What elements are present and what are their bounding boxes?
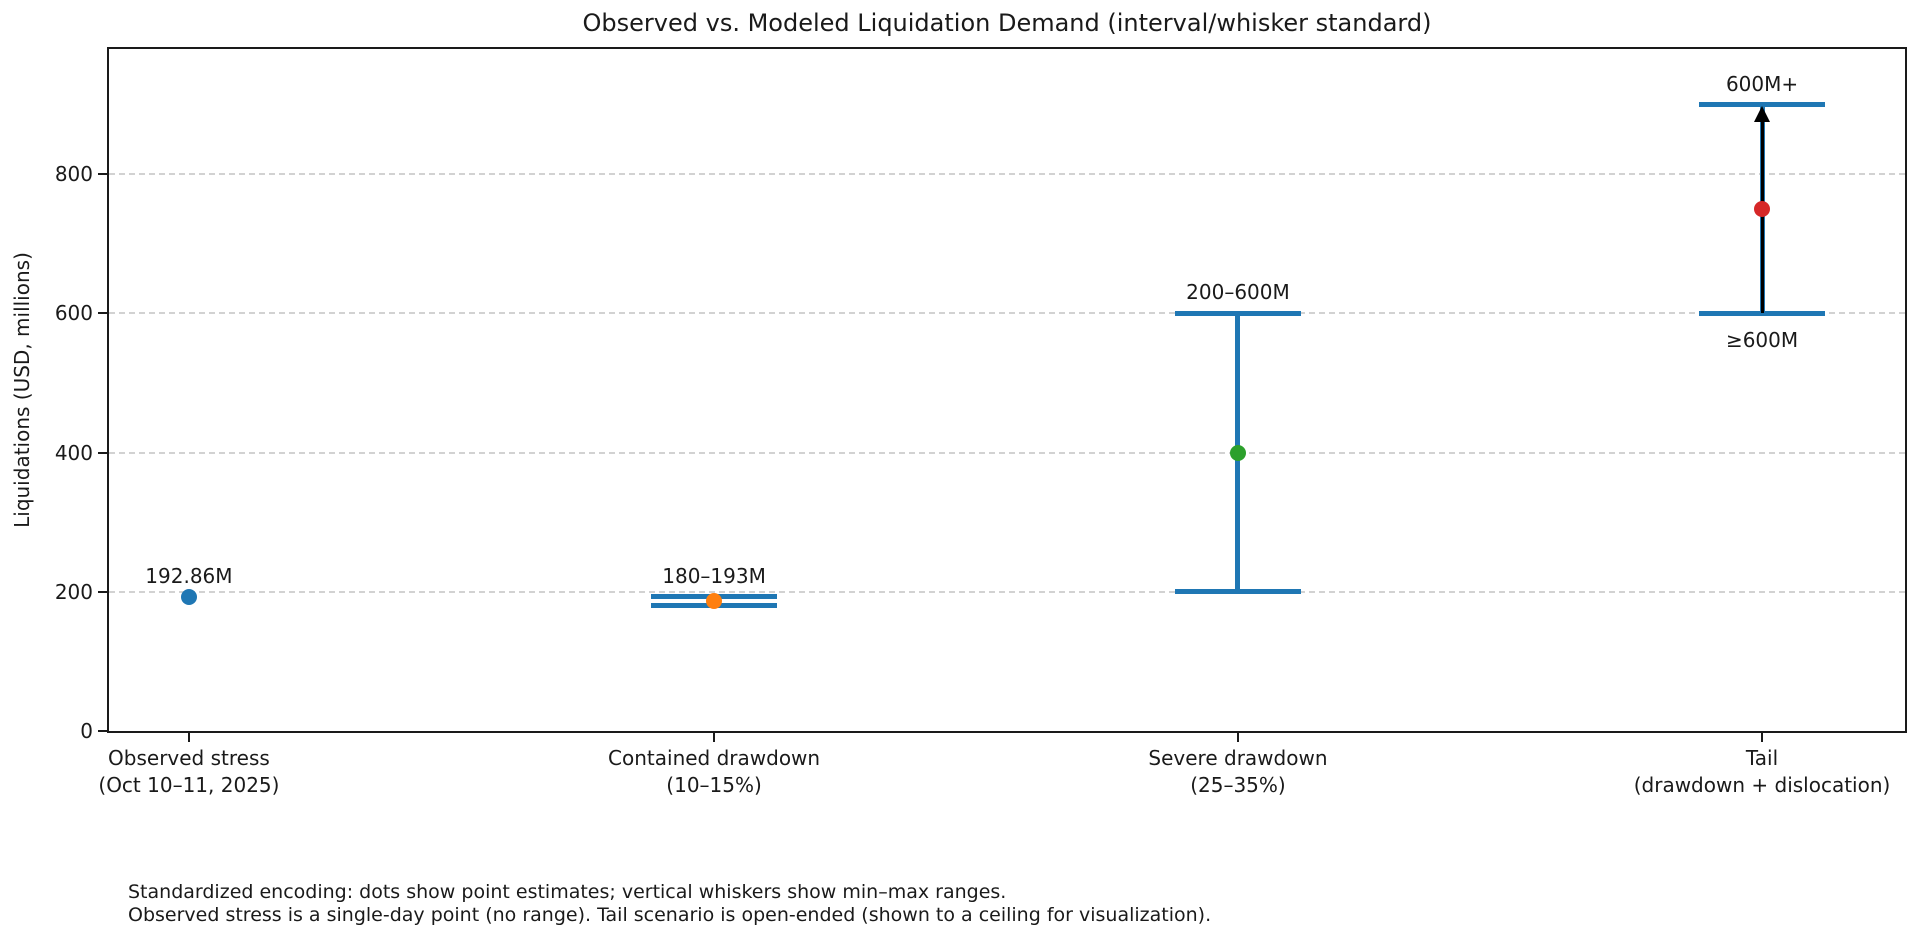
y-tick-label: 800 [54,162,93,187]
annotation-below-label: ≥600M [1725,328,1799,353]
y-tick-mark [98,730,107,732]
plot-area: 0 200 400 600 800 Observed stress (Oct 10–11, … [55,47,1907,797]
footnote-line-2: Observed stress is a single-day point (n… [128,904,1212,926]
x-tick-label-line1: Tail [1745,746,1779,770]
x-tick-label-line2: (10–15%) [666,773,762,797]
x-tick-label-line1: Contained drawdown [608,746,821,770]
whisker-cap-bottom [1699,310,1826,316]
data-point-dot [180,588,197,605]
y-tick-mark [98,451,107,454]
chart-footnote: Standardized encoding: dots show point e… [128,881,1211,927]
annotation-label: 192.86M [145,563,233,588]
annotation-label: 600M+ [1725,71,1799,96]
x-tick-mark [713,733,716,742]
x-tick-label: Tail (drawdown + dislocation) [1634,745,1891,799]
x-tick-label: Severe drawdown (25–35%) [1148,745,1327,799]
x-tick-label-line1: Severe drawdown [1148,746,1328,770]
data-point-dot [706,593,723,610]
y-tick-label: 0 [80,719,93,743]
whisker-cap-bottom [1174,589,1301,595]
x-tick-mark [187,733,190,742]
x-tick-label-line2: (Oct 10–11, 2025) [98,773,280,797]
chart-title: Observed vs. Modeled Liquidation Demand … [582,9,1432,37]
x-tick-label: Observed stress (Oct 10–11, 2025) [98,745,279,799]
whisker-cap-top [1699,102,1826,108]
x-tick-mark [1761,733,1764,742]
data-point-dot [1229,444,1246,461]
gridline [109,312,1905,315]
y-tick-label: 200 [54,579,93,604]
x-tick-label-line2: (25–35%) [1190,773,1286,797]
gridline [109,590,1905,593]
y-tick-label: 400 [54,440,93,465]
gridline [109,451,1905,454]
x-tick-label: Contained drawdown (10–15%) [608,745,820,799]
x-tick-label-line1: Observed stress [108,746,270,770]
annotation-label: 180–193M [662,563,766,588]
data-point-dot [1754,201,1771,218]
x-tick-mark [1236,733,1239,742]
y-tick-label: 600 [54,301,93,326]
x-tick-label-line2: (drawdown + dislocation) [1633,773,1891,797]
whisker-cap-top [1174,310,1301,316]
footnote-line-1: Standardized encoding: dots show point e… [128,881,1007,903]
y-tick-mark [98,312,107,315]
arrow-head-icon [1754,105,1771,122]
y-tick-mark [98,173,107,176]
annotation-label: 200–600M [1186,280,1290,305]
y-axis-label: Liquidations (USD, millions) [10,252,34,528]
y-tick-mark [98,590,107,593]
gridline [109,173,1905,176]
